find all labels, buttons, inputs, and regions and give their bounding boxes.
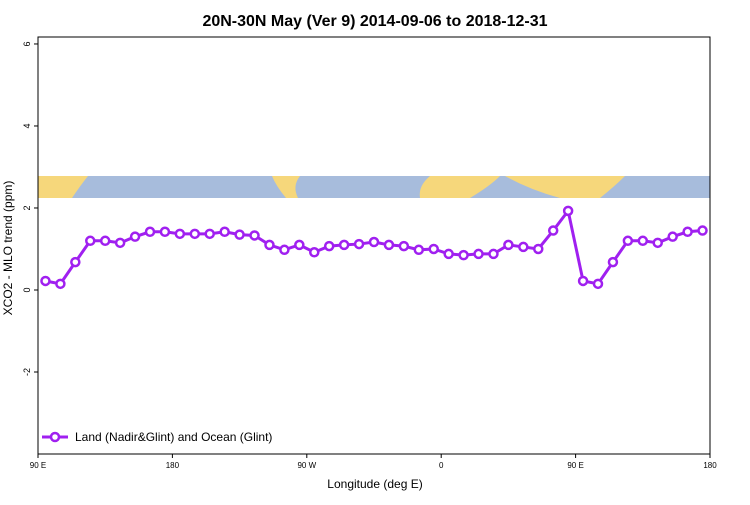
x-tick-label: 180	[703, 461, 717, 470]
data-point	[398, 240, 410, 252]
data-point	[443, 248, 454, 260]
data-point	[577, 275, 589, 287]
data-point	[144, 226, 156, 238]
data-point	[159, 226, 171, 238]
data-point	[473, 248, 484, 260]
legend-label: Land (Nadir&Glint) and Ocean (Glint)	[75, 430, 272, 444]
data-point	[174, 228, 186, 240]
data-point	[652, 237, 663, 249]
data-point	[129, 231, 141, 242]
data-point	[488, 248, 499, 260]
x-tick-label: 90 W	[297, 461, 316, 470]
data-point	[114, 237, 126, 249]
data-point	[234, 229, 245, 240]
data-point	[518, 241, 529, 253]
data-point	[562, 205, 574, 217]
plot-frame	[37, 36, 711, 455]
data-point	[368, 236, 380, 248]
x-tick-label: 90 E	[30, 461, 46, 470]
data-point	[622, 235, 634, 247]
x-tick-label: 90 E	[567, 461, 583, 470]
data-point	[533, 243, 544, 255]
y-tick-label: 2	[22, 205, 32, 210]
x-tick-label: 0	[439, 461, 444, 470]
map-strip	[38, 176, 710, 198]
legend-marker	[49, 431, 61, 443]
data-point	[204, 228, 215, 240]
data-point	[323, 240, 335, 252]
data-point	[294, 239, 305, 251]
data-point	[219, 226, 230, 238]
series-line	[45, 207, 703, 286]
y-tick-label: 6	[22, 41, 32, 46]
data-point	[309, 247, 320, 258]
x-tick-label: 180	[166, 461, 180, 470]
data-point	[503, 239, 514, 251]
data-point	[458, 249, 469, 261]
data-point	[667, 231, 678, 242]
data-point	[264, 239, 275, 251]
data-point	[338, 239, 350, 251]
y-tick-label: -2	[22, 368, 32, 376]
data-point	[428, 243, 439, 255]
data-point	[70, 256, 81, 268]
data-point	[697, 225, 708, 236]
data-point	[353, 238, 365, 250]
data-point	[99, 235, 111, 247]
data-point	[55, 278, 66, 290]
data-point	[413, 244, 425, 256]
data-point	[637, 235, 649, 247]
data-point	[85, 235, 96, 247]
y-axis-label: XCO2 - MLO trend (ppm)	[1, 181, 15, 316]
y-tick-label: 4	[22, 123, 32, 128]
data-point	[607, 256, 619, 268]
data-point	[682, 226, 693, 238]
data-point	[279, 244, 290, 256]
data-point	[547, 225, 559, 236]
y-tick-label: 0	[22, 287, 32, 292]
data-point	[383, 239, 395, 251]
x-axis-label: Longitude (deg E)	[327, 477, 422, 491]
chart-title: 20N-30N May (Ver 9) 2014-09-06 to 2018-1…	[202, 13, 547, 30]
data-point	[592, 278, 604, 290]
data-point	[40, 275, 51, 287]
data-point	[249, 230, 260, 241]
data-point	[189, 228, 201, 240]
